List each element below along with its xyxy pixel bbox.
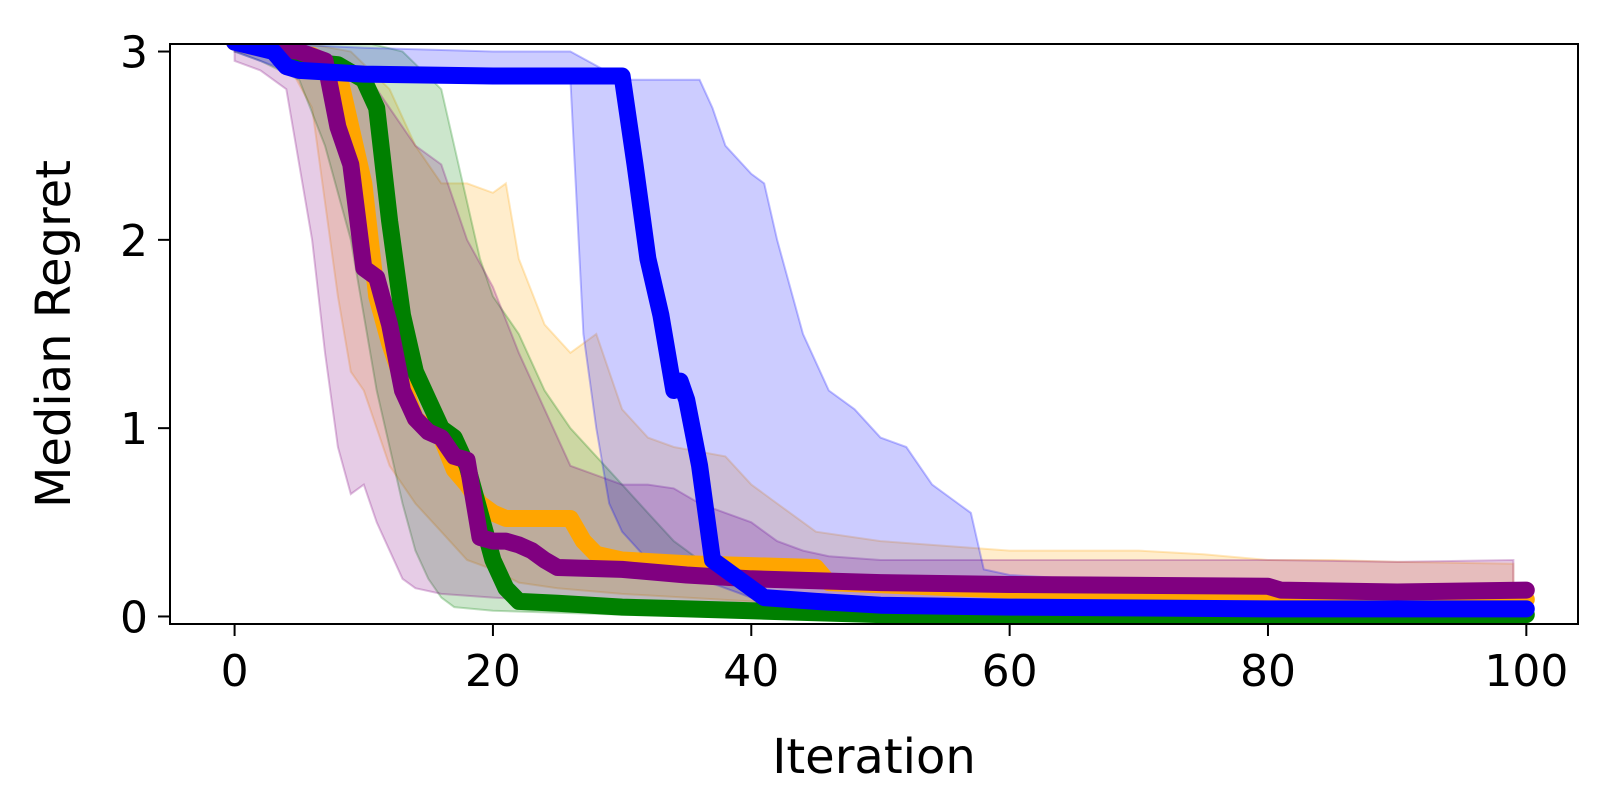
median-line-series-4 [226,44,1535,618]
x-tick-label: 0 [221,646,249,697]
y-tick-label: 1 [120,404,148,455]
x-tick-label: 60 [982,646,1038,697]
x-tick-label: 100 [1484,646,1568,697]
x-tick-label: 80 [1240,646,1296,697]
plot-frame [169,43,1579,625]
x-axis-label: Iteration [772,729,976,785]
x-tick-label: 40 [723,646,779,697]
y-axis-label: Median Regret [26,160,82,508]
x-axis: 0 20 40 60 80 100 [221,624,1568,697]
median-line-series-3 [226,44,1535,601]
y-axis: 0 1 2 3 [120,28,170,643]
y-tick-label: 2 [120,216,148,267]
band-series-1 [233,44,1515,609]
x-tick-label: 20 [465,646,521,697]
y-tick-label: 0 [120,592,148,643]
band-series-3 [233,44,1515,614]
median-lines [226,44,1535,624]
y-tick-label: 3 [120,28,148,79]
confidence-bands [233,44,1528,618]
